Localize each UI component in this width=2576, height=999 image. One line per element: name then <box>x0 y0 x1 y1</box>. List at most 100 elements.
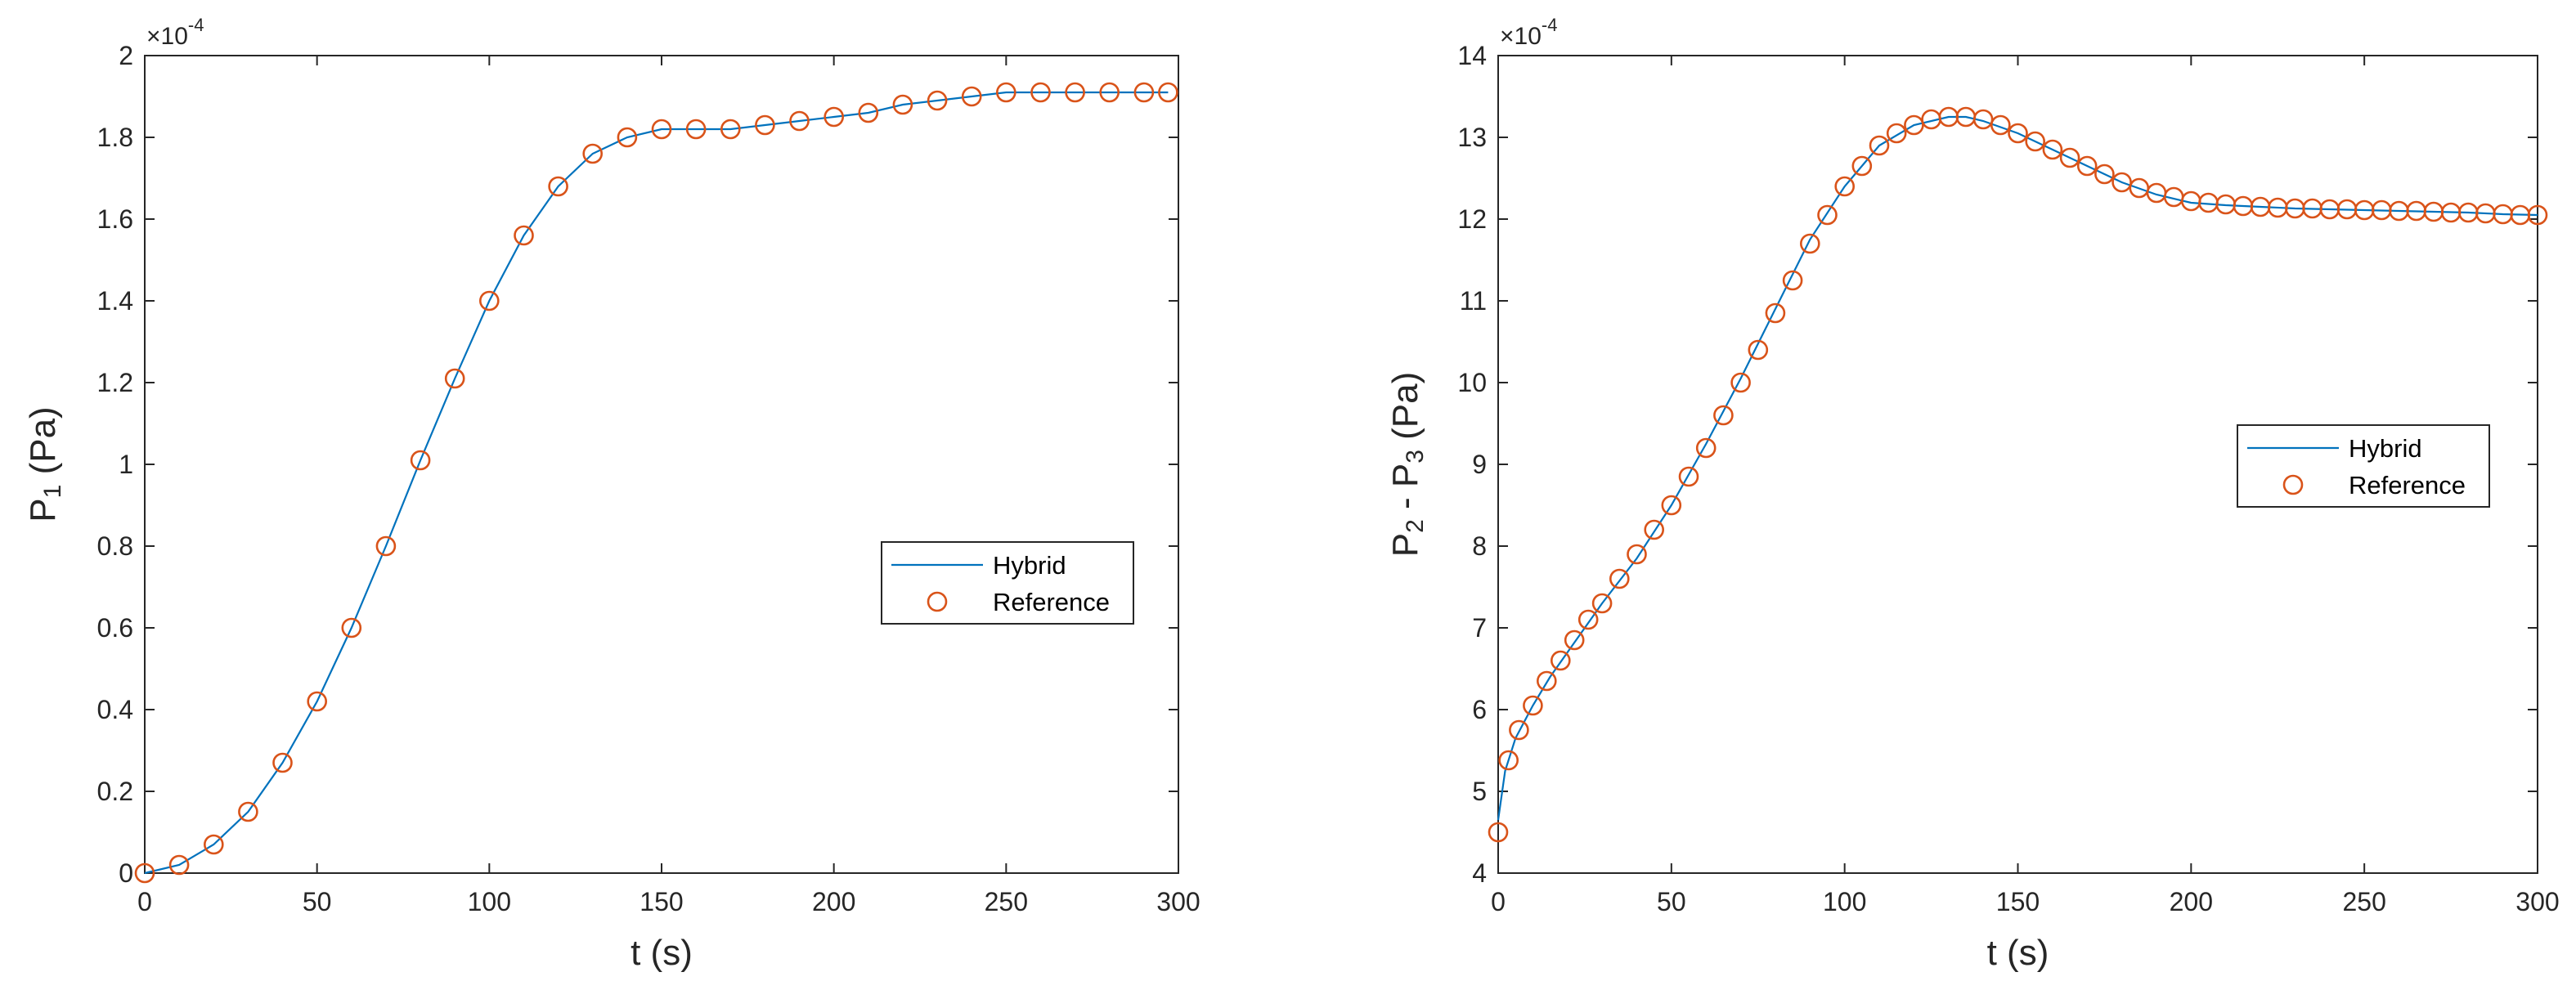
y-tick-label: 1.6 <box>97 204 133 234</box>
x-tick-label: 200 <box>812 887 855 916</box>
series-reference-point <box>2094 164 2115 185</box>
series-reference-point <box>1609 568 1630 589</box>
x-tick-label: 300 <box>1156 887 1200 916</box>
y-tick-label: 8 <box>1472 531 1487 561</box>
series-reference-point <box>1817 204 1838 226</box>
series-reference-point <box>238 801 258 822</box>
series-reference-point <box>1972 109 1994 130</box>
x-tick-label: 100 <box>468 887 511 916</box>
series-reference-point <box>1551 650 1571 671</box>
y-tick-label: 7 <box>1472 613 1487 643</box>
y-tick-label: 1.8 <box>97 123 133 152</box>
legend-reference-marker <box>927 591 948 612</box>
x-tick-label: 200 <box>2170 887 2213 916</box>
x-tick-label: 250 <box>2342 887 2385 916</box>
series-reference-point <box>1834 176 1855 197</box>
series-reference-point <box>1730 372 1751 393</box>
y-tick-label: 6 <box>1472 695 1487 724</box>
y-axis-label: P1 (Pa) <box>23 406 66 522</box>
series-reference-point <box>1133 82 1155 103</box>
series-reference-point <box>1990 114 2011 136</box>
series-reference-point <box>1577 609 1599 630</box>
series-reference-point <box>582 143 604 164</box>
x-tick-label: 250 <box>985 887 1028 916</box>
series-reference-point <box>651 119 672 140</box>
series-reference-point <box>892 94 913 115</box>
y-tick-label: 10 <box>1457 368 1487 397</box>
series-reference-point <box>824 106 845 128</box>
x-tick-label: 0 <box>1491 887 1506 916</box>
series-reference-point <box>1765 302 1786 324</box>
y-exponent-label: ×10-4 <box>146 15 204 50</box>
series-layer <box>1488 106 2548 843</box>
series-reference-point <box>1748 339 1769 361</box>
y-tick-label: 11 <box>1460 286 1487 316</box>
y-tick-label: 12 <box>1457 204 1487 234</box>
series-reference-point <box>1713 405 1734 426</box>
series-reference-point <box>961 86 982 107</box>
y-tick-label: 1.4 <box>97 286 133 316</box>
series-reference-point <box>1869 135 1890 156</box>
y-tick-label: 5 <box>1472 777 1487 806</box>
series-reference-point <box>1904 114 1924 136</box>
x-tick-label: 100 <box>1823 887 1866 916</box>
series-reference-point <box>720 119 741 140</box>
series-hybrid-line <box>144 91 1169 875</box>
x-tick-label: 150 <box>1996 887 2040 916</box>
series-reference-point <box>444 368 465 389</box>
series-reference-point <box>2076 155 2098 177</box>
series-reference-point <box>2059 147 2080 168</box>
y-tick-label: 2 <box>119 41 133 70</box>
series-reference-point <box>203 834 224 855</box>
x-tick-label: 0 <box>137 887 152 916</box>
series-reference-point <box>2042 139 2063 160</box>
series-reference-point <box>375 535 397 557</box>
series-layer <box>134 82 1178 884</box>
legend-hybrid-label: Hybrid <box>2349 434 2422 463</box>
ticks-layer: 0 50 100 150 200 250 300 0 0.2 0.4 0.6 0.8 1 1.2 1.4 1.… <box>97 41 1200 916</box>
y-tick-label: 0.2 <box>97 777 133 806</box>
legend-reference-marker <box>2282 474 2304 495</box>
series-reference-point <box>1695 437 1717 459</box>
series-reference-point <box>858 102 879 123</box>
series-reference-point <box>1099 82 1120 103</box>
series-reference-point <box>1627 544 1647 565</box>
series-reference-point <box>134 862 155 884</box>
series-reference-point <box>1065 82 1085 103</box>
chart-p1: 0 50 100 150 200 250 300 0 0.2 0.4 0.6 0.8 1 1.2 1.4 1.… <box>23 15 1200 973</box>
series-reference-point <box>548 176 568 197</box>
legend: Hybrid Reference <box>881 541 1134 625</box>
y-tick-label: 1.2 <box>97 368 133 397</box>
series-reference-point <box>996 82 1016 103</box>
y-tick-label: 9 <box>1472 450 1487 479</box>
series-reference-point <box>1800 233 1820 254</box>
y-axis-label: P2 - P3 (Pa) <box>1385 372 1429 558</box>
y-exponent-label: ×10-4 <box>1500 15 1557 50</box>
y-tick-label: 4 <box>1472 858 1487 888</box>
series-reference-point <box>1851 155 1873 177</box>
series-reference-point <box>2008 123 2028 144</box>
series-reference-point <box>307 691 328 712</box>
series-reference-point <box>927 90 948 111</box>
series-reference-point <box>1661 495 1682 516</box>
series-reference-point <box>1886 123 1907 144</box>
legend-reference-label: Reference <box>993 588 1110 616</box>
series-reference-point <box>478 290 500 311</box>
series-reference-point <box>1591 593 1613 614</box>
series-reference-point <box>341 617 362 638</box>
x-tick-label: 50 <box>1657 887 1686 916</box>
series-reference-point <box>1158 82 1178 103</box>
series-reference-point <box>1523 695 1543 716</box>
y-tick-label: 0.4 <box>97 695 133 724</box>
chart-p2-p3: 0 50 100 150 200 250 300 4 5 6 7 8 9 10 11 12 13 14 ×10-4… <box>1385 15 2560 973</box>
series-reference-point <box>617 127 638 148</box>
x-axis-label: t (s) <box>1987 933 2049 973</box>
series-reference-point <box>410 450 431 471</box>
legend-hybrid-label: Hybrid <box>993 551 1066 580</box>
series-reference-point <box>1537 670 1557 692</box>
series-reference-point <box>272 752 293 773</box>
series-reference-point <box>2527 204 2548 226</box>
series-reference-point <box>1030 82 1051 103</box>
y-tick-label: 1 <box>119 450 133 479</box>
